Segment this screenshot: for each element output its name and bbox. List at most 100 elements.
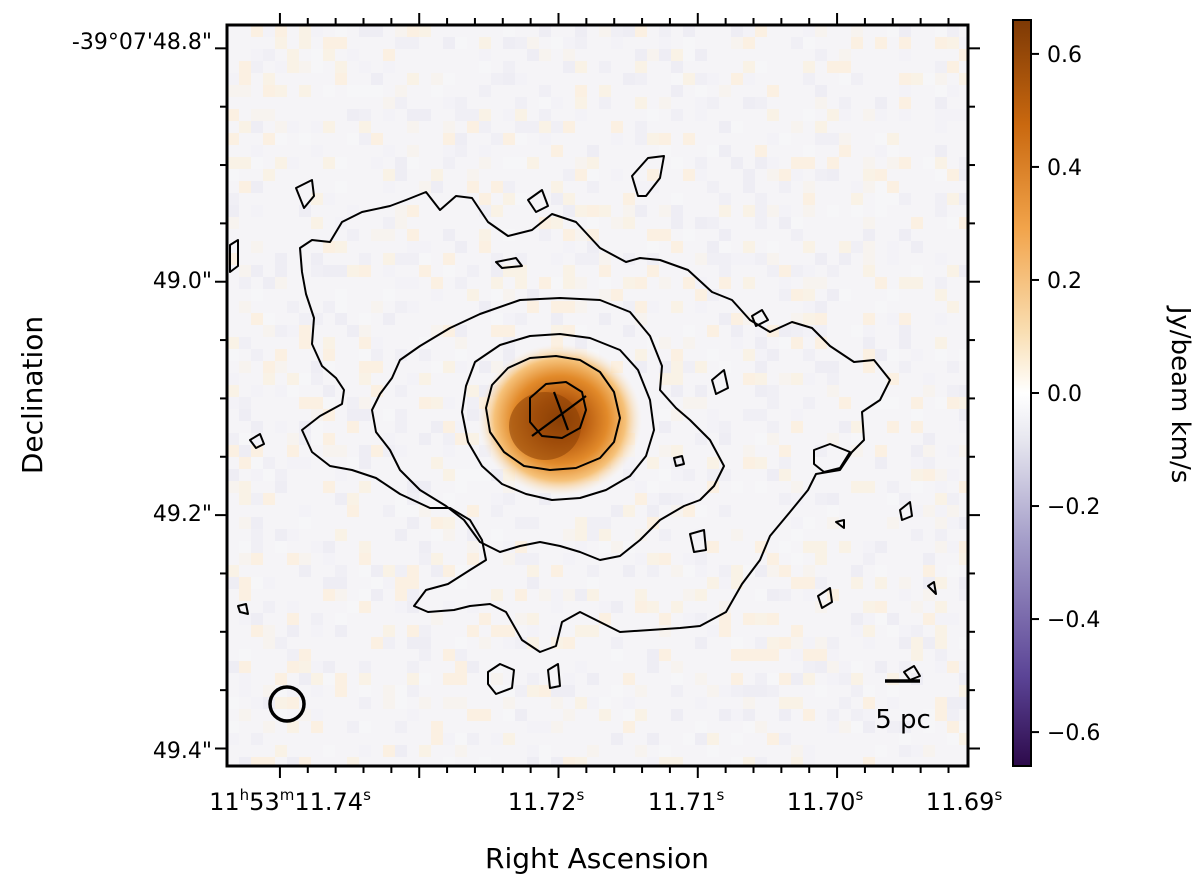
noise-pixel [419, 745, 431, 757]
noise-pixel [779, 277, 791, 289]
noise-pixel [227, 661, 239, 673]
noise-pixel [479, 109, 491, 121]
noise-pixel [959, 733, 968, 745]
noise-pixel [947, 445, 959, 457]
noise-pixel [827, 385, 839, 397]
noise-pixel [635, 73, 647, 85]
noise-pixel [287, 325, 299, 337]
noise-pixel [959, 397, 968, 409]
noise-pixel [815, 661, 827, 673]
noise-pixel [875, 661, 887, 673]
noise-pixel [755, 205, 767, 217]
noise-pixel [371, 445, 383, 457]
noise-pixel [731, 673, 743, 685]
noise-pixel [863, 313, 875, 325]
noise-pixel [923, 577, 935, 589]
noise-pixel [839, 61, 851, 73]
noise-pixel [419, 265, 431, 277]
noise-pixel [827, 637, 839, 649]
noise-pixel [395, 685, 407, 697]
noise-pixel [275, 133, 287, 145]
noise-pixel [647, 301, 659, 313]
noise-pixel [863, 685, 875, 697]
noise-pixel [935, 193, 947, 205]
noise-pixel [815, 277, 827, 289]
noise-pixel [791, 37, 803, 49]
noise-pixel [755, 637, 767, 649]
noise-pixel [239, 61, 251, 73]
noise-pixel [431, 277, 443, 289]
noise-pixel [755, 433, 767, 445]
noise-pixel [923, 73, 935, 85]
noise-pixel [791, 493, 803, 505]
noise-pixel [935, 469, 947, 481]
noise-pixel [851, 433, 863, 445]
y-ticks [215, 47, 980, 750]
noise-pixel [803, 349, 815, 361]
noise-pixel [707, 145, 719, 157]
noise-pixel [683, 325, 695, 337]
noise-pixel [383, 229, 395, 241]
noise-pixel [239, 673, 251, 685]
noise-pixel [743, 685, 755, 697]
noise-pixel [311, 409, 323, 421]
noise-pixel [911, 601, 923, 613]
noise-pixel [851, 241, 863, 253]
noise-pixel [671, 205, 683, 217]
noise-pixel [311, 685, 323, 697]
noise-pixel [659, 205, 671, 217]
noise-pixel [719, 277, 731, 289]
noise-pixel [371, 577, 383, 589]
noise-pixel [491, 685, 503, 697]
colorbar-tick-label: 0.4 [1047, 156, 1082, 181]
noise-pixel [383, 181, 395, 193]
noise-pixel [803, 109, 815, 121]
noise-pixel [599, 601, 611, 613]
noise-pixel [491, 289, 503, 301]
noise-pixel [947, 721, 959, 733]
noise-pixel [767, 685, 779, 697]
noise-pixel [443, 121, 455, 133]
noise-pixel [647, 649, 659, 661]
noise-pixel [755, 349, 767, 361]
noise-pixel [827, 289, 839, 301]
noise-pixel [467, 109, 479, 121]
noise-pixel [287, 721, 299, 733]
noise-pixel [323, 265, 335, 277]
noise-pixel [947, 541, 959, 553]
noise-pixel [239, 337, 251, 349]
noise-pixel [731, 733, 743, 745]
noise-pixel [359, 397, 371, 409]
noise-pixel [647, 517, 659, 529]
noise-pixel [791, 325, 803, 337]
noise-pixel [827, 517, 839, 529]
noise-pixel [239, 361, 251, 373]
noise-pixel [527, 49, 539, 61]
noise-pixel [395, 721, 407, 733]
contour-level-5 [529, 381, 587, 439]
noise-pixel [815, 85, 827, 97]
noise-pixel [947, 265, 959, 277]
noise-pixel [359, 685, 371, 697]
noise-pixel [251, 529, 263, 541]
noise-pixel [707, 469, 719, 481]
noise-pixel [875, 193, 887, 205]
noise-pixel [623, 73, 635, 85]
noise-pixel [503, 289, 515, 301]
noise-pixel [227, 565, 239, 577]
noise-pixel [947, 469, 959, 481]
noise-pixel [887, 721, 899, 733]
noise-pixel [755, 613, 767, 625]
noise-pixel [287, 457, 299, 469]
noise-pixel [767, 205, 779, 217]
noise-pixel [743, 169, 755, 181]
contour-island [927, 581, 937, 595]
noise-pixel [683, 469, 695, 481]
noise-pixel [479, 85, 491, 97]
noise-pixel [683, 37, 695, 49]
plot-area: 5 pc [215, 13, 980, 778]
noise-pixel [623, 697, 635, 709]
noise-pixel [779, 373, 791, 385]
noise-pixel [419, 697, 431, 709]
noise-pixel [299, 397, 311, 409]
